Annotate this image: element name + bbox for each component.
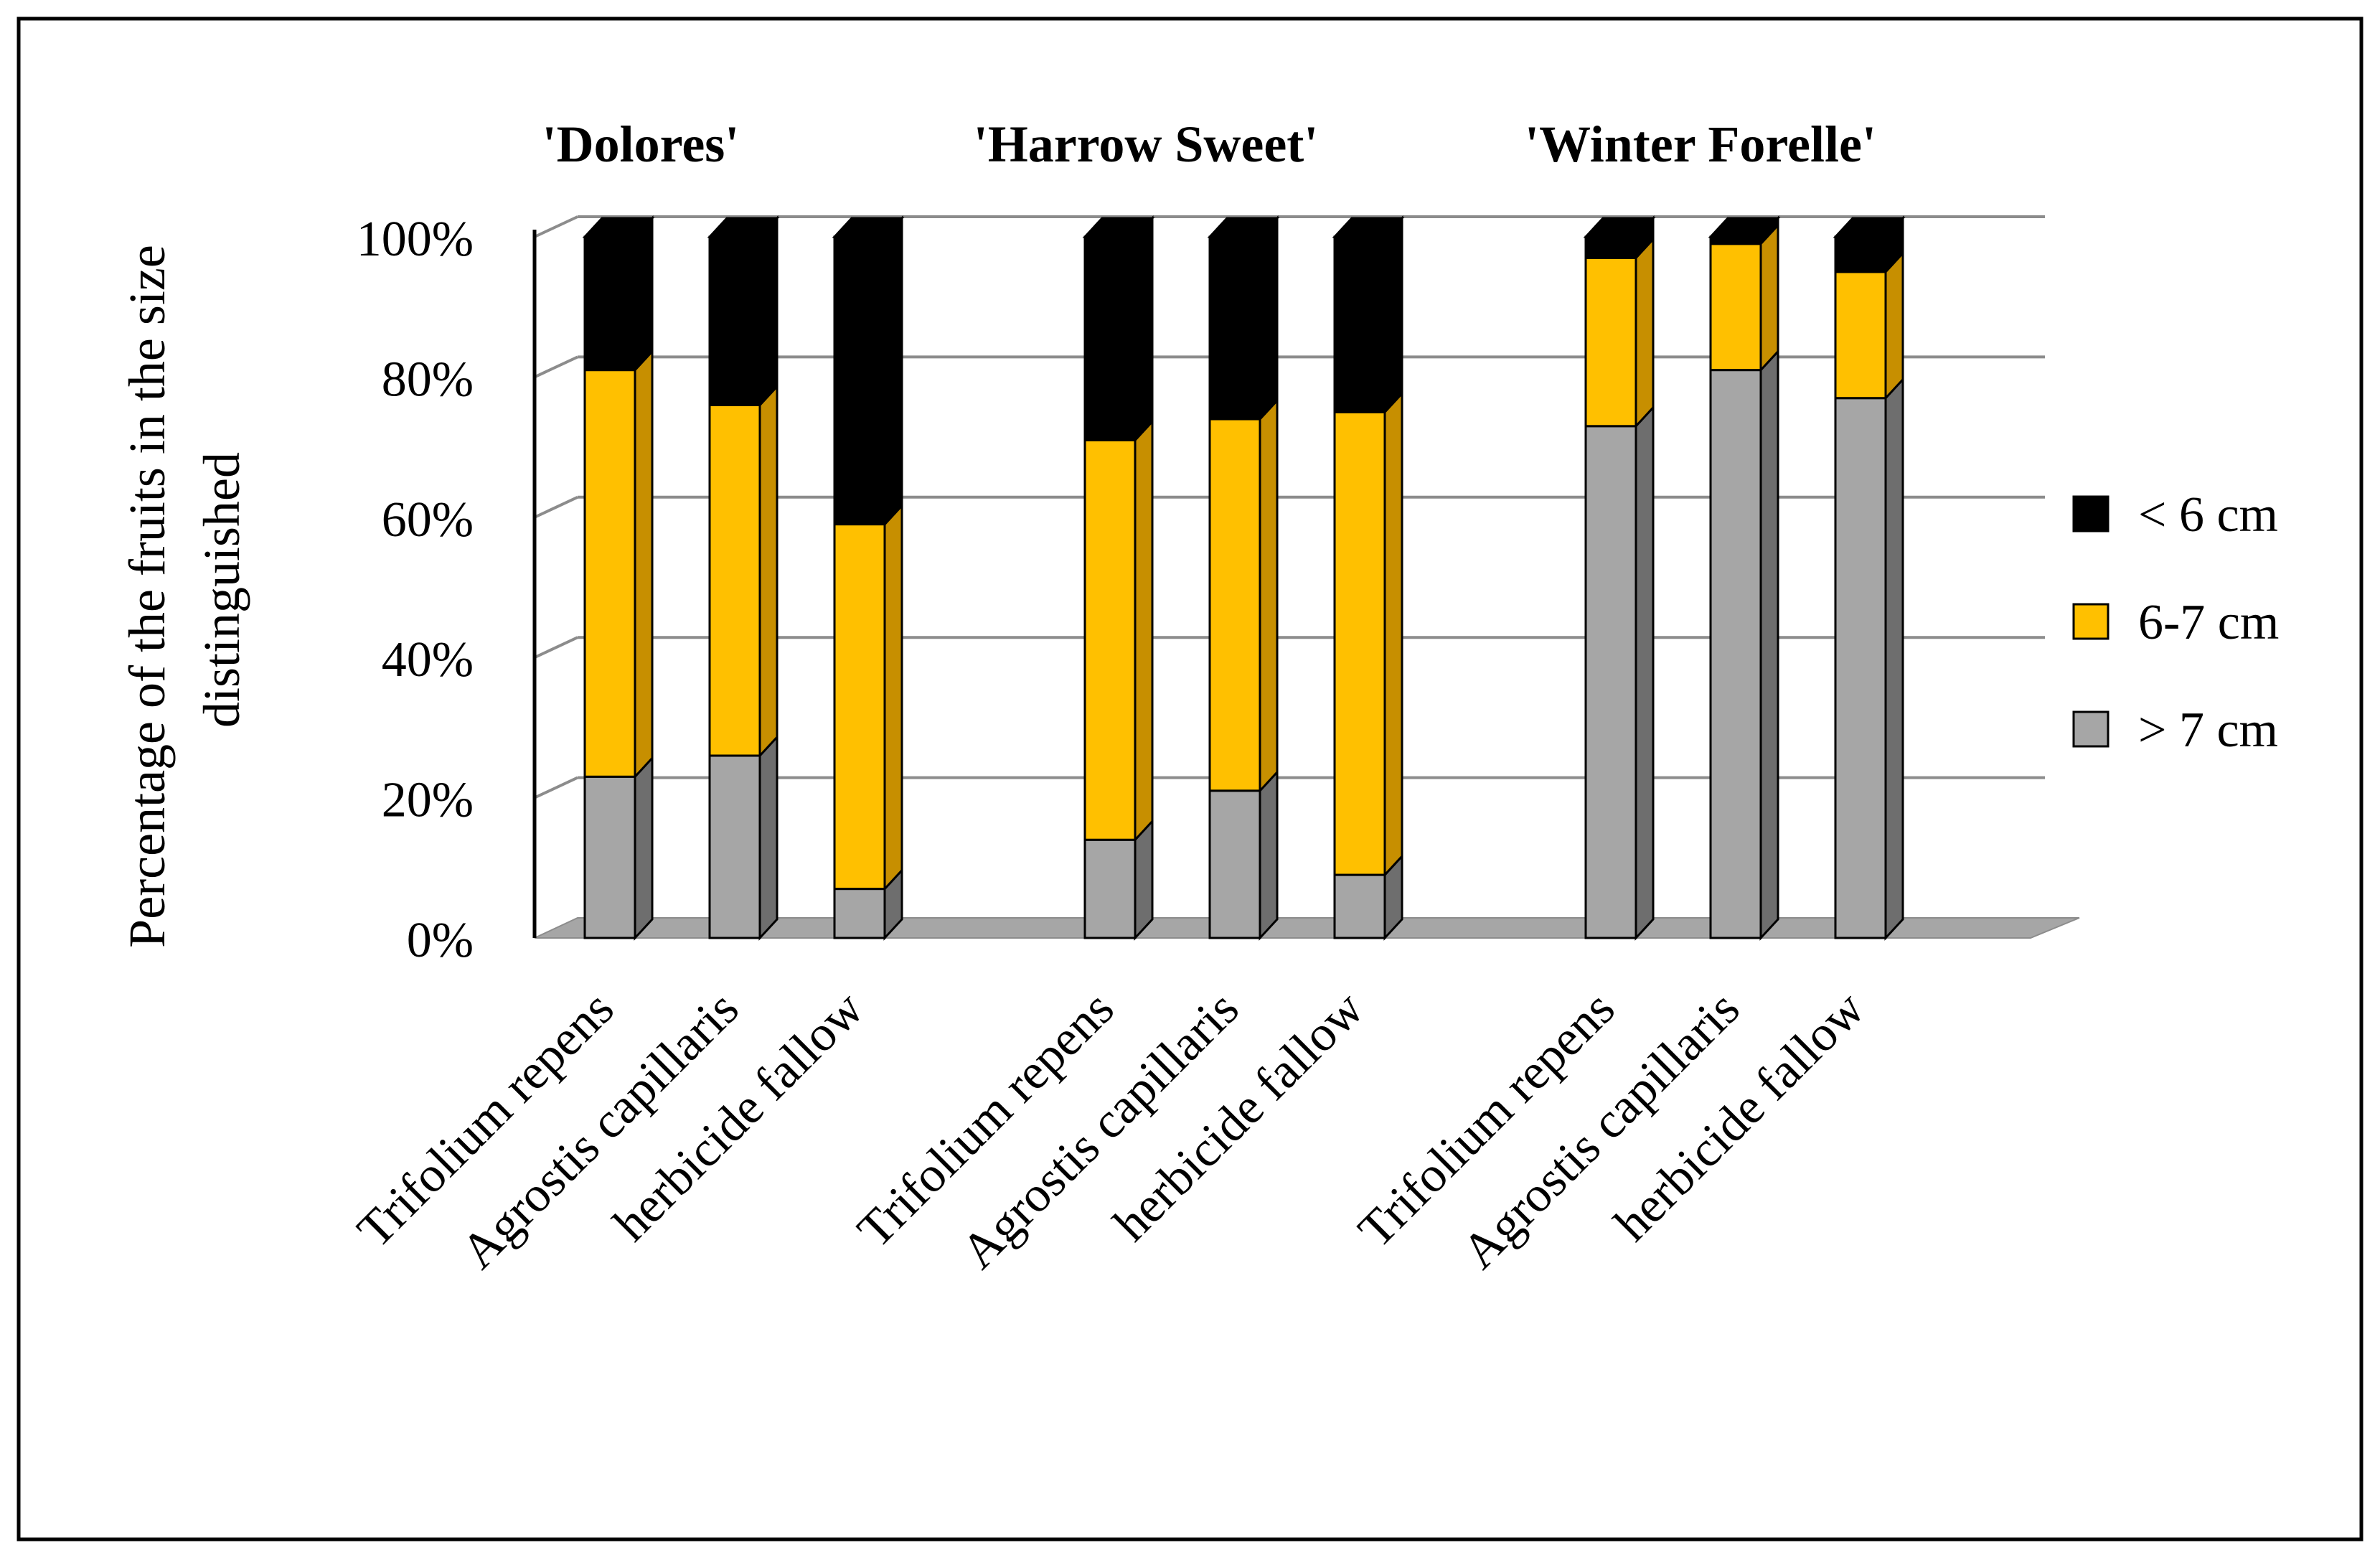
bar-segment bbox=[1584, 256, 1637, 428]
stacked-bar bbox=[1332, 215, 1405, 941]
bar-segment bbox=[1083, 235, 1137, 441]
bar-segment-side bbox=[634, 348, 654, 780]
bar-segment-side bbox=[1134, 418, 1154, 843]
y-axis-title-line-1: Percentage of the fruits in the size bbox=[118, 245, 176, 948]
gridline-diag bbox=[534, 355, 578, 379]
legend-label: 6-7 cm bbox=[2138, 595, 2279, 650]
bar-segment bbox=[1083, 438, 1137, 841]
plot-area bbox=[532, 215, 2080, 939]
bar-top bbox=[582, 217, 655, 238]
bar-segment-side bbox=[634, 755, 654, 941]
bar-segment-side bbox=[1259, 769, 1279, 941]
bar-top bbox=[1332, 217, 1405, 238]
legend-swatch bbox=[2072, 495, 2109, 532]
legend-swatch bbox=[2072, 603, 2109, 640]
gridline-diag bbox=[534, 215, 578, 238]
stacked-bar bbox=[707, 215, 780, 941]
stacked-bar bbox=[1583, 215, 1656, 941]
bar-segment-side bbox=[634, 215, 654, 373]
bar-top bbox=[707, 217, 780, 238]
bar-segment-side bbox=[1759, 348, 1779, 941]
bar-segment bbox=[583, 235, 636, 372]
bar-segment bbox=[1834, 271, 1887, 400]
bar-segment bbox=[708, 235, 761, 406]
bar-segment-side bbox=[1884, 376, 1904, 941]
gridline-diag bbox=[534, 636, 578, 660]
y-axis-ticks: 0% 20% 40% 60% 80% 100% bbox=[357, 212, 474, 968]
group-title: 'Dolores' bbox=[542, 116, 740, 173]
bar-top bbox=[1833, 217, 1906, 238]
gridline-diag bbox=[534, 776, 578, 799]
y-axis-title: Percentage of the fruits in the size dis… bbox=[118, 232, 250, 948]
bar-segment-side bbox=[1884, 250, 1904, 401]
stacked-bar bbox=[1082, 215, 1155, 941]
gridline-diag bbox=[534, 495, 578, 519]
bar-top bbox=[1583, 217, 1656, 238]
bar-segment-side bbox=[1383, 215, 1403, 416]
bar-segment bbox=[1333, 235, 1386, 413]
bar-top bbox=[832, 217, 905, 238]
group-title: 'Winter Forelle' bbox=[1525, 116, 1876, 173]
bar-segment bbox=[1834, 235, 1887, 273]
bar-segment bbox=[1709, 243, 1762, 372]
bar-segment-side bbox=[883, 502, 903, 892]
bar-segment bbox=[708, 754, 761, 939]
bar-segment bbox=[708, 403, 761, 757]
group-title: 'Harrow Sweet' bbox=[974, 116, 1319, 173]
bar-segment bbox=[1709, 369, 1762, 939]
bar-segment bbox=[833, 235, 886, 526]
bar-segment bbox=[1333, 873, 1386, 939]
bar-segment-side bbox=[1134, 818, 1154, 941]
bar-segment-side bbox=[1635, 404, 1655, 941]
bar-segment bbox=[1208, 789, 1261, 939]
bar-top bbox=[1708, 217, 1781, 238]
stacked-bar bbox=[1207, 215, 1280, 941]
y-tick-label: 80% bbox=[382, 352, 474, 407]
y-axis-title-line-2: distinguished bbox=[193, 452, 250, 728]
bar-segment bbox=[1834, 397, 1887, 939]
bar-segment-side bbox=[758, 734, 779, 941]
bar-segment bbox=[1208, 418, 1261, 792]
floor bbox=[534, 917, 2080, 939]
group-titles: 'Dolores' 'Harrow Sweet' 'Winter Forelle' bbox=[542, 116, 1876, 173]
legend-item: > 7 cm bbox=[2072, 703, 2278, 758]
bar-segment bbox=[833, 888, 886, 939]
y-tick-label: 100% bbox=[357, 212, 474, 267]
legend-item: 6-7 cm bbox=[2072, 595, 2279, 650]
stacked-bar bbox=[1708, 215, 1781, 941]
bars bbox=[582, 215, 1906, 941]
stacked-bar bbox=[832, 215, 905, 941]
y-tick-label: 0% bbox=[407, 913, 474, 968]
bar-segment-side bbox=[758, 383, 779, 759]
bar-segment-side bbox=[1259, 398, 1279, 794]
bar-segment bbox=[1208, 235, 1261, 421]
bar-segment-side bbox=[1635, 236, 1655, 429]
legend-label: < 6 cm bbox=[2138, 487, 2278, 543]
bar-segment bbox=[833, 523, 886, 891]
bar-top bbox=[1207, 217, 1280, 238]
bar-segment bbox=[1584, 235, 1637, 259]
legend-label: > 7 cm bbox=[2138, 703, 2278, 758]
legend-item: < 6 cm bbox=[2072, 487, 2278, 543]
bar-segment-side bbox=[1259, 215, 1279, 422]
bar-segment-side bbox=[1383, 390, 1403, 878]
y-tick-label: 40% bbox=[382, 632, 474, 688]
bar-segment bbox=[583, 369, 636, 778]
stacked-bar bbox=[582, 215, 655, 941]
y-tick-label: 20% bbox=[382, 773, 474, 828]
bar-segment-side bbox=[1134, 215, 1154, 444]
bar-segment-side bbox=[883, 215, 903, 527]
bar-segment-side bbox=[758, 215, 779, 408]
bar-segment bbox=[583, 775, 636, 939]
bar-top bbox=[1082, 217, 1155, 238]
y-tick-label: 60% bbox=[382, 492, 474, 548]
legend: < 6 cm 6-7 cm > 7 cm bbox=[2072, 487, 2279, 758]
bar-segment bbox=[1083, 838, 1137, 939]
bar-segment bbox=[1584, 425, 1637, 939]
stacked-bar bbox=[1833, 215, 1906, 941]
bar-segment-side bbox=[1759, 222, 1779, 373]
bar-segment bbox=[1333, 410, 1386, 876]
legend-swatch bbox=[2072, 710, 2109, 748]
